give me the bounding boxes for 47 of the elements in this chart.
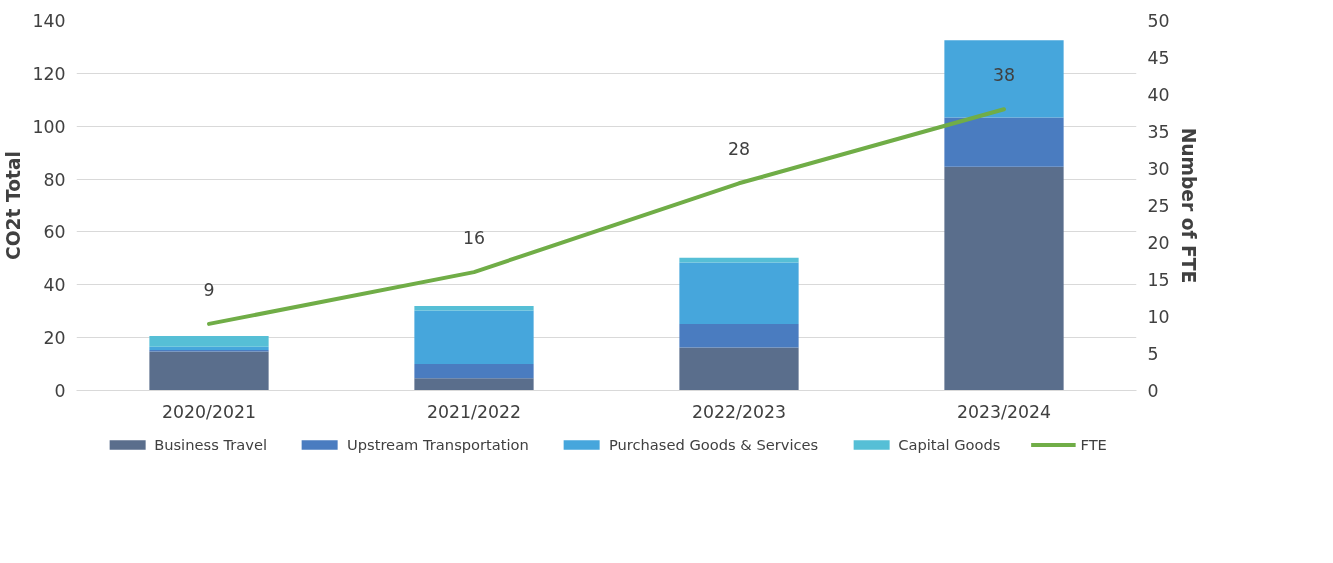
bar bbox=[414, 310, 534, 365]
x-tick-label: 2022/2023 bbox=[691, 401, 787, 422]
bar bbox=[414, 305, 534, 311]
data-label: 38 bbox=[992, 65, 1016, 86]
bar bbox=[679, 262, 799, 324]
y-tick-label: 120 bbox=[32, 63, 66, 84]
y-tick-label: 80 bbox=[43, 169, 66, 190]
bar bbox=[414, 378, 534, 391]
y2-tick-label: 45 bbox=[1147, 48, 1170, 68]
y-axis-title: CO2t Total bbox=[3, 151, 25, 260]
legend-label: Upstream Transportation bbox=[347, 435, 529, 453]
y-tick-label: 20 bbox=[43, 328, 66, 349]
y2-axis-title: Number of FTE bbox=[1177, 127, 1199, 284]
y2-tick-label: 35 bbox=[1147, 122, 1170, 142]
y-tick-label: 0 bbox=[54, 381, 66, 401]
data-label: 9 bbox=[203, 279, 215, 300]
bar bbox=[679, 323, 799, 348]
bar bbox=[944, 40, 1064, 118]
x-tick-label: 2021/2022 bbox=[426, 401, 522, 422]
y-tick-label: 140 bbox=[32, 11, 66, 31]
bar bbox=[149, 351, 269, 391]
x-tick-label: 2023/2024 bbox=[956, 401, 1052, 422]
y2-tick-label: 5 bbox=[1147, 344, 1159, 364]
y2-tick-label: 25 bbox=[1147, 196, 1170, 216]
bar bbox=[944, 166, 1064, 391]
bar bbox=[944, 117, 1064, 167]
y2-tick-label: 20 bbox=[1147, 233, 1170, 253]
legend-label: Capital Goods bbox=[898, 435, 1001, 453]
data-label: 16 bbox=[462, 228, 486, 249]
legend-label: Business Travel bbox=[154, 435, 267, 453]
y2-tick-label: 50 bbox=[1147, 11, 1170, 31]
bar bbox=[679, 347, 799, 391]
bar bbox=[414, 364, 534, 379]
bar bbox=[679, 257, 799, 263]
legend-label: FTE bbox=[1080, 435, 1107, 453]
y-tick-label: 100 bbox=[32, 116, 66, 137]
x-tick-label: 2020/2021 bbox=[161, 401, 257, 422]
y2-tick-label: 15 bbox=[1147, 270, 1170, 290]
y-tick-label: 40 bbox=[43, 275, 66, 296]
data-label: 28 bbox=[727, 139, 751, 160]
bar bbox=[149, 336, 269, 347]
y2-tick-label: 0 bbox=[1147, 381, 1159, 401]
y2-tick-label: 30 bbox=[1147, 159, 1170, 179]
y2-tick-label: 40 bbox=[1147, 85, 1170, 105]
legend-label: Purchased Goods & Services bbox=[608, 435, 819, 453]
y-tick-label: 60 bbox=[43, 222, 66, 243]
y2-tick-label: 10 bbox=[1147, 307, 1170, 327]
